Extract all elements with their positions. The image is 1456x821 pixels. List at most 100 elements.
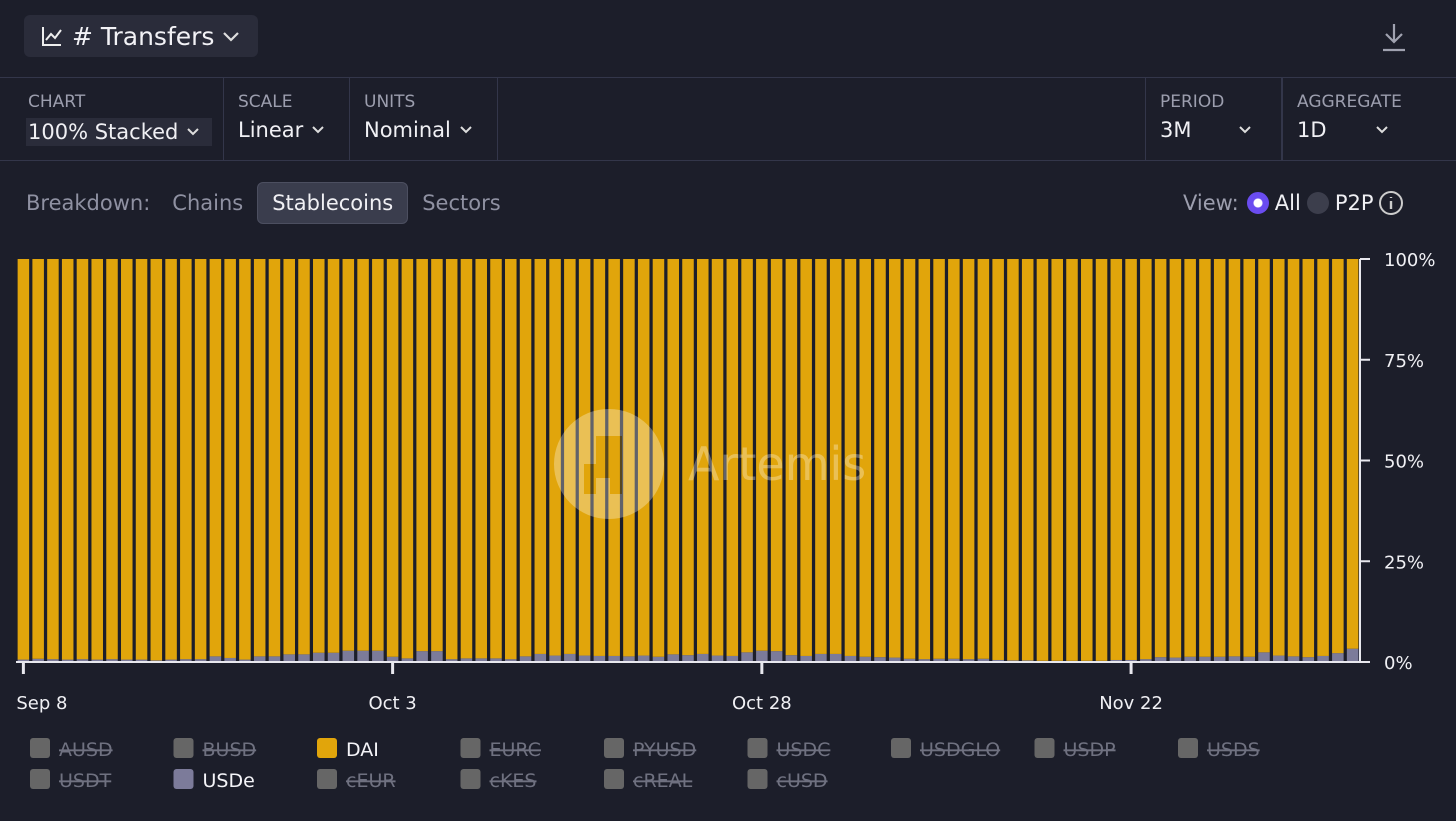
bar-segment <box>829 259 842 654</box>
bar-segment <box>1243 259 1255 657</box>
bar-segment <box>1199 259 1211 657</box>
bar-segment <box>1081 259 1093 661</box>
legend-swatch <box>604 738 624 758</box>
bar-segment <box>47 659 59 662</box>
bar-segment <box>1066 259 1078 661</box>
bar-segment <box>239 259 251 660</box>
bar-segment <box>1332 259 1344 654</box>
legend-swatch <box>173 738 194 758</box>
legend-label[interactable]: USDC <box>777 739 831 761</box>
bar-segment <box>741 652 753 662</box>
download-button[interactable] <box>1380 22 1408 52</box>
watermark-text: Artemis <box>688 437 866 491</box>
bar-segment <box>1140 259 1152 660</box>
bar-segment <box>637 655 650 662</box>
view-option[interactable]: All <box>1274 191 1301 215</box>
bar-segment <box>1302 657 1315 662</box>
breakdown-option[interactable]: Chains <box>172 191 244 215</box>
legend-label[interactable]: EURC <box>490 739 541 761</box>
control-value-text: 100% Stacked <box>28 120 179 144</box>
bar-segment <box>519 656 532 662</box>
metric-dropdown[interactable]: # Transfers <box>24 15 258 57</box>
legend-label[interactable]: cKES <box>490 770 537 792</box>
legend-label[interactable]: USDGLO <box>920 739 1000 761</box>
view-label: View: <box>1183 191 1239 215</box>
bar-segment <box>652 259 665 657</box>
bar-segment <box>682 259 694 656</box>
bar-segment <box>1110 659 1123 662</box>
view-option[interactable]: P2P <box>1334 191 1374 215</box>
bar-segment <box>564 259 576 654</box>
control[interactable]: AGGREGATE 1D <box>1282 78 1453 160</box>
bar-segment <box>549 259 561 656</box>
control-value: 1D <box>1297 118 1453 142</box>
legend-label[interactable]: USDP <box>1064 739 1116 761</box>
control[interactable]: UNITS Nominal <box>350 78 498 160</box>
legend-label[interactable]: AUSD <box>59 739 113 761</box>
legend-swatch <box>1034 738 1055 758</box>
bar-segment <box>564 653 576 662</box>
legend-label[interactable]: PYUSD <box>633 739 696 761</box>
bar-segment <box>652 656 665 662</box>
y-tick-label: 0% <box>1384 653 1413 674</box>
control-value-text: Nominal <box>364 118 451 142</box>
bar-segment <box>1317 259 1329 656</box>
x-tick-label: Nov 22 <box>1099 693 1163 714</box>
bar-segment <box>253 656 266 662</box>
bar-segment <box>490 259 502 659</box>
bar-segment <box>1346 648 1359 662</box>
bar-segment <box>889 657 901 662</box>
bar-segment <box>239 659 251 662</box>
bar-segment <box>76 659 89 662</box>
bar-segment <box>1169 657 1182 662</box>
legend-label[interactable]: BUSD <box>203 739 257 761</box>
control[interactable]: SCALE Linear <box>224 78 350 160</box>
bar-segment <box>992 659 1004 662</box>
bar-segment <box>416 259 428 652</box>
bar-segment <box>431 259 443 652</box>
breakdown-option[interactable]: Stablecoins <box>257 182 409 224</box>
control-label: UNITS <box>364 92 416 112</box>
bar-segment <box>534 259 547 654</box>
bar-segment <box>135 259 148 660</box>
bar-segment <box>1036 259 1049 661</box>
bar-segment <box>1213 259 1226 657</box>
y-tick-label: 50% <box>1384 452 1424 473</box>
bar-segment <box>1243 656 1255 662</box>
control-value-text: 1D <box>1297 118 1327 142</box>
bar-segment <box>741 259 753 653</box>
breakdown-option[interactable]: Sectors <box>422 191 501 215</box>
legend-label[interactable]: cEUR <box>346 770 396 792</box>
bar-segment <box>800 655 812 662</box>
legend-label[interactable]: USDT <box>59 770 112 792</box>
info-icon[interactable] <box>1378 190 1404 216</box>
bar-segment <box>1140 659 1152 662</box>
control-value: 100% Stacked <box>26 118 212 146</box>
bar-segment <box>298 259 310 655</box>
bar-segment <box>460 259 473 659</box>
bar-segment <box>106 659 118 662</box>
bar-segment <box>815 653 827 662</box>
bar-segment <box>874 259 886 658</box>
view-radio[interactable] <box>1246 192 1269 214</box>
legend-label[interactable]: USDS <box>1207 739 1260 761</box>
legend-label[interactable]: cUSD <box>777 770 828 792</box>
view-radio[interactable] <box>1306 192 1329 214</box>
legend-label[interactable]: cREAL <box>633 770 693 792</box>
legend-swatch <box>173 769 194 789</box>
bar-segment <box>933 658 945 662</box>
bar-segment <box>593 259 606 656</box>
bar-segment <box>1287 656 1300 662</box>
control[interactable]: CHART 100% Stacked <box>14 78 224 160</box>
bar-segment <box>431 651 443 662</box>
bar-segment <box>756 650 768 662</box>
chevron <box>223 32 240 42</box>
legend-label[interactable]: USDe <box>203 770 255 792</box>
legend-label[interactable]: DAI <box>346 739 379 761</box>
bar-segment <box>667 259 679 655</box>
chart: 0% 25% 50% 75% 100% Sep 8 Oct 3 Oct 28 Nov 22 AUS… <box>16 250 1435 792</box>
bar-segment <box>534 653 547 662</box>
bar-segment <box>977 259 990 659</box>
control[interactable]: PERIOD 3M <box>1145 78 1282 160</box>
bar-segment <box>1095 259 1108 661</box>
